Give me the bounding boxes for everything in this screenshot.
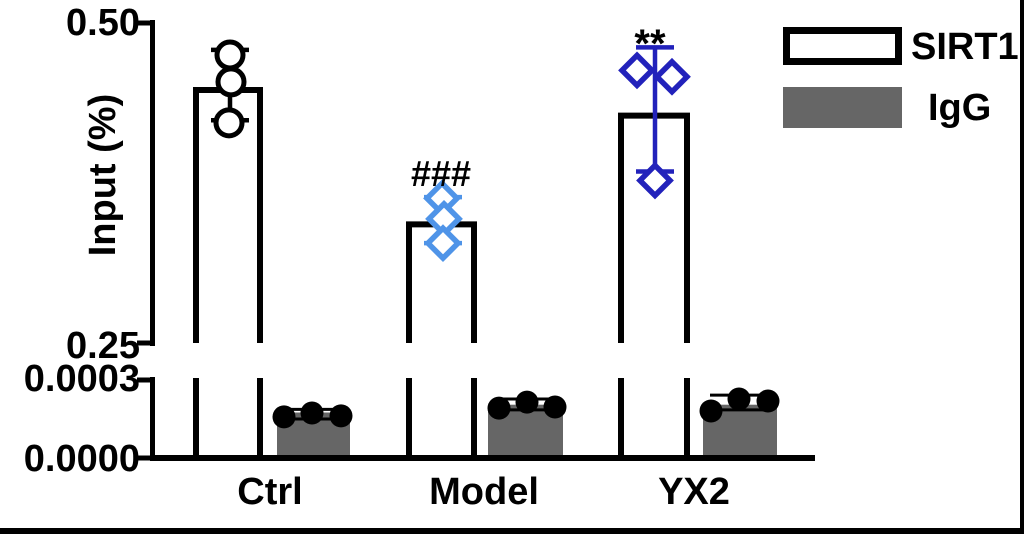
data-point-diamond: [653, 57, 691, 96]
y-axis-title: Input (%): [82, 93, 124, 257]
data-point-dot: [727, 387, 751, 411]
y-tick-label-upper-max: 0.50: [66, 2, 140, 44]
data-point-dot: [272, 405, 296, 429]
data-point-dot: [300, 401, 324, 425]
data-point-circle: [213, 107, 245, 139]
x-label-yx2: YX2: [658, 471, 730, 513]
legend-swatch-igg: [783, 87, 902, 128]
data-point-circle: [214, 39, 246, 71]
legend-label-sirt1: SIRT1: [911, 26, 1019, 68]
figure-border-bottom: [0, 528, 1024, 534]
y-tick-label-lower-min: 0.0000: [23, 438, 140, 480]
significance-star-annotation: **: [634, 22, 666, 66]
data-point-diamond: [618, 51, 656, 90]
x-label-ctrl: Ctrl: [237, 471, 303, 513]
data-point-dot: [756, 389, 780, 413]
data-point-diamond: [636, 161, 674, 200]
y-tick-label-upper-min: 0.25: [66, 325, 140, 367]
data-point-dot: [543, 395, 567, 419]
data-point-dot: [699, 399, 723, 423]
data-point-circle: [215, 66, 247, 98]
legend-label-igg: IgG: [928, 87, 992, 129]
significance-hash-annotation: ###: [410, 153, 472, 194]
data-point-dot: [487, 396, 511, 420]
figure-border-right: [1020, 0, 1024, 534]
data-point-diamond: [424, 224, 462, 263]
y-tick-label-lower-max: 0.0003: [23, 358, 140, 400]
legend-swatch-sirt1: [783, 27, 902, 65]
x-label-model: Model: [429, 471, 539, 513]
data-point-dot: [329, 404, 353, 428]
data-point-dot: [515, 390, 539, 414]
